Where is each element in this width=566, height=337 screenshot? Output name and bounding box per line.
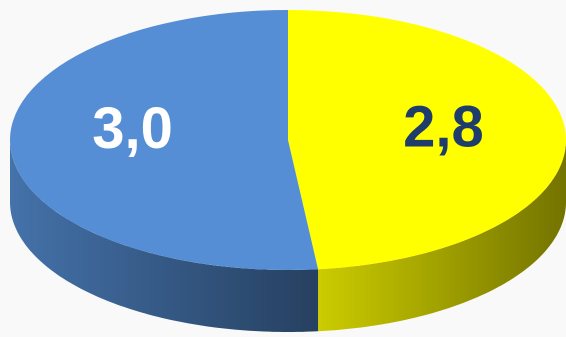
value-label: 3,0 [92, 96, 173, 161]
slice [288, 10, 566, 270]
slice [10, 10, 319, 270]
slice-side [10, 140, 319, 332]
value-label: 2,8 [403, 95, 484, 160]
slice-side [318, 140, 566, 332]
